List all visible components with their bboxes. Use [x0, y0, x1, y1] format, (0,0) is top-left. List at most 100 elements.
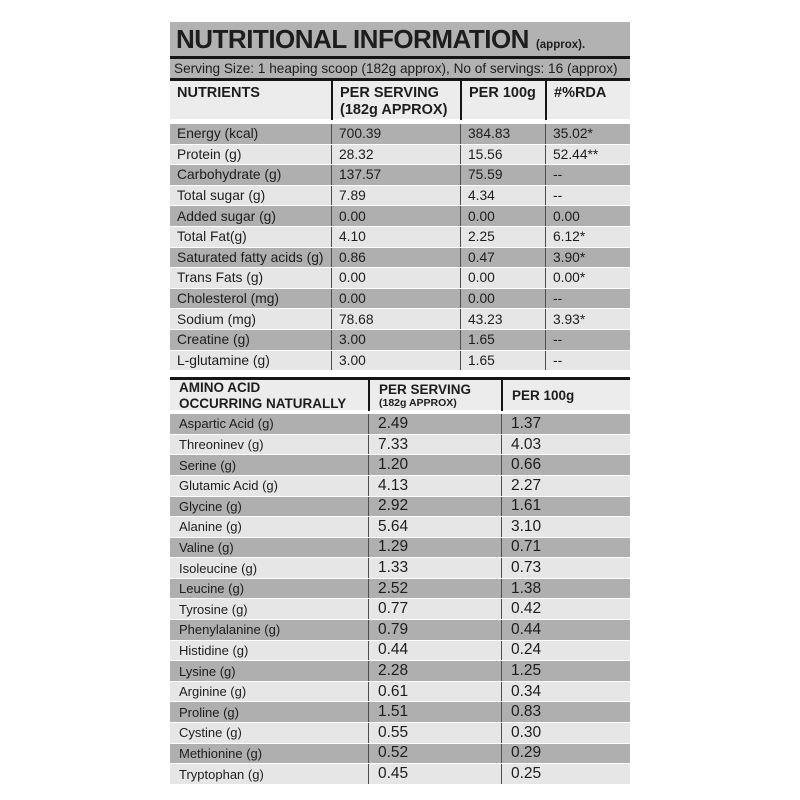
- nutrients-table-body: Energy (kcal) 700.39 384.83 35.02* Prote…: [170, 124, 630, 372]
- amino-per-100g-cell: 0.83: [501, 702, 630, 723]
- amino-per-100g-cell: 0.66: [501, 455, 630, 475]
- amino-acid-row: Tyrosine (g) 0.77 0.42: [170, 599, 630, 621]
- amino-per-serving-cell: 1.51: [368, 702, 501, 723]
- amino-per-100g-cell: 0.34: [501, 681, 630, 702]
- nutrient-row: Total Fat(g) 4.10 2.25 6.12*: [170, 226, 630, 248]
- header-per-100g: PER 100g: [460, 81, 545, 120]
- nutrient-rda-cell: 3.93*: [545, 309, 630, 329]
- amino-per-serving-cell: 1.29: [368, 537, 501, 558]
- amino-acid-row: Isoleucine (g) 1.33 0.73: [170, 558, 630, 579]
- nutrient-row: Saturated fatty acids (g) 0.86 0.47 3.90…: [170, 247, 630, 269]
- amino-acid-row: Threoninev (g) 7.33 4.03: [170, 434, 630, 456]
- amino-name-cell: Histidine (g): [179, 642, 249, 658]
- amino-acid-row: Alanine (g) 5.64 3.10: [170, 517, 630, 538]
- header-nutrients: NUTRIENTS: [177, 85, 260, 101]
- nutrient-rda-cell: --: [545, 288, 630, 309]
- nutrient-per-serving-cell: 0.00: [331, 206, 460, 226]
- nutrients-table-header: NUTRIENTS PER SERVING (182g APPROX) PER …: [170, 81, 630, 120]
- header-amino-per-serving-line2: (182g APPROX): [379, 397, 457, 410]
- nutrient-rda-cell: --: [545, 329, 630, 350]
- amino-per-serving-cell: 4.13: [368, 475, 501, 496]
- amino-per-100g-cell: 1.25: [501, 661, 630, 681]
- amino-name-cell: Alanine (g): [179, 519, 242, 535]
- nutrient-row: Creatine (g) 3.00 1.65 --: [170, 329, 630, 351]
- nutrient-rda-cell: 3.90*: [545, 247, 630, 268]
- header-per-serving: PER SERVING (182g APPROX): [331, 81, 460, 120]
- amino-per-100g-cell: 1.37: [501, 414, 630, 434]
- amino-per-serving-cell: 1.20: [368, 455, 501, 475]
- nutrient-per-100g-cell: 384.83: [460, 124, 545, 144]
- header-per-serving-line2: (182g APPROX): [340, 102, 448, 119]
- nutrient-per-serving-cell: 0.86: [331, 247, 460, 268]
- header-amino-acid-line2: OCCURRING NATURALLY: [179, 395, 347, 411]
- nutrient-name-cell: Total sugar (g): [177, 188, 266, 204]
- amino-per-serving-cell: 2.92: [368, 496, 501, 517]
- nutrient-per-100g-cell: 0.47: [460, 247, 545, 268]
- nutrient-name-cell: Saturated fatty acids (g): [177, 249, 324, 265]
- nutrient-per-serving-cell: 78.68: [331, 309, 460, 329]
- amino-acid-row: Arginine (g) 0.61 0.34: [170, 681, 630, 703]
- amino-name-cell: Valine (g): [179, 539, 234, 555]
- amino-name-cell: Tyrosine (g): [179, 601, 248, 617]
- amino-per-100g-cell: 0.71: [501, 537, 630, 558]
- nutrient-per-serving-cell: 3.00: [331, 350, 460, 371]
- amino-name-cell: Leucine (g): [179, 581, 245, 597]
- amino-per-serving-cell: 2.49: [368, 414, 501, 434]
- nutrient-name-cell: Cholesterol (mg): [177, 291, 279, 307]
- amino-per-100g-cell: 1.38: [501, 578, 630, 599]
- header-amino-acid-line1: AMINO ACID: [179, 380, 261, 396]
- amino-acid-row: Valine (g) 1.29 0.71: [170, 537, 630, 559]
- amino-name-cell: Cystine (g): [179, 725, 242, 741]
- amino-per-100g-cell: 0.25: [501, 764, 630, 784]
- amino-name-cell: Serine (g): [179, 457, 237, 473]
- nutrient-row: Trans Fats (g) 0.00 0.00 0.00*: [170, 268, 630, 289]
- header-per-serving-line1: PER SERVING: [340, 85, 439, 101]
- nutrient-row: Energy (kcal) 700.39 384.83 35.02*: [170, 124, 630, 145]
- amino-per-serving-cell: 0.45: [368, 764, 501, 784]
- amino-per-serving-cell: 2.28: [368, 661, 501, 681]
- amino-per-100g-cell: 1.61: [501, 496, 630, 517]
- amino-name-cell: Glycine (g): [179, 498, 242, 514]
- nutrient-name-cell: Creatine (g): [177, 332, 250, 348]
- amino-name-cell: Aspartic Acid (g): [179, 416, 274, 432]
- amino-per-serving-cell: 0.61: [368, 681, 501, 702]
- amino-per-100g-cell: 0.30: [501, 723, 630, 743]
- nutrient-per-serving-cell: 3.00: [331, 329, 460, 350]
- nutrient-name-cell: Energy (kcal): [177, 126, 259, 142]
- amino-per-serving-cell: 0.52: [368, 743, 501, 764]
- amino-acid-row: Phenylalanine (g) 0.79 0.44: [170, 620, 630, 641]
- nutrient-row: L-glutamine (g) 3.00 1.65 --: [170, 350, 630, 372]
- nutrient-per-100g-cell: 0.00: [460, 268, 545, 288]
- amino-per-100g-cell: 4.03: [501, 434, 630, 455]
- amino-per-serving-cell: 0.77: [368, 599, 501, 620]
- nutrient-name-cell: Added sugar (g): [177, 208, 276, 224]
- nutrient-per-serving-cell: 0.00: [331, 288, 460, 309]
- nutrient-per-serving-cell: 4.10: [331, 226, 460, 247]
- amino-per-100g-cell: 2.27: [501, 475, 630, 496]
- amino-name-cell: Arginine (g): [179, 684, 247, 700]
- nutrient-per-serving-cell: 700.39: [331, 124, 460, 144]
- nutrient-rda-cell: 6.12*: [545, 226, 630, 247]
- nutrient-row: Sodium (mg) 78.68 43.23 3.93*: [170, 309, 630, 330]
- nutrition-label: NUTRITIONAL INFORMATION (approx). Servin…: [170, 22, 630, 785]
- nutrient-rda-cell: 0.00: [545, 206, 630, 226]
- amino-name-cell: Methionine (g): [179, 745, 263, 761]
- nutrient-rda-cell: --: [545, 185, 630, 206]
- amino-per-serving-cell: 1.33: [368, 558, 501, 578]
- amino-acid-row: Serine (g) 1.20 0.66: [170, 455, 630, 476]
- nutrient-name-cell: Protein (g): [177, 146, 242, 162]
- amino-per-serving-cell: 5.64: [368, 517, 501, 537]
- nutrient-per-100g-cell: 0.00: [460, 288, 545, 309]
- nutrient-row: Cholesterol (mg) 0.00 0.00 --: [170, 288, 630, 310]
- nutrient-row: Protein (g) 28.32 15.56 52.44**: [170, 144, 630, 166]
- nutrient-per-100g-cell: 4.34: [460, 185, 545, 206]
- nutrient-rda-cell: 0.00*: [545, 268, 630, 288]
- amino-per-100g-cell: 3.10: [501, 517, 630, 537]
- nutrient-row: Total sugar (g) 7.89 4.34 --: [170, 185, 630, 207]
- amino-name-cell: Threoninev (g): [179, 437, 264, 453]
- header-amino-per-serving: PER SERVING (182g APPROX): [368, 380, 501, 412]
- amino-acid-row: Aspartic Acid (g) 2.49 1.37: [170, 414, 630, 435]
- amino-per-serving-cell: 0.55: [368, 723, 501, 743]
- amino-name-cell: Lysine (g): [179, 663, 236, 679]
- nutrient-per-serving-cell: 137.57: [331, 165, 460, 185]
